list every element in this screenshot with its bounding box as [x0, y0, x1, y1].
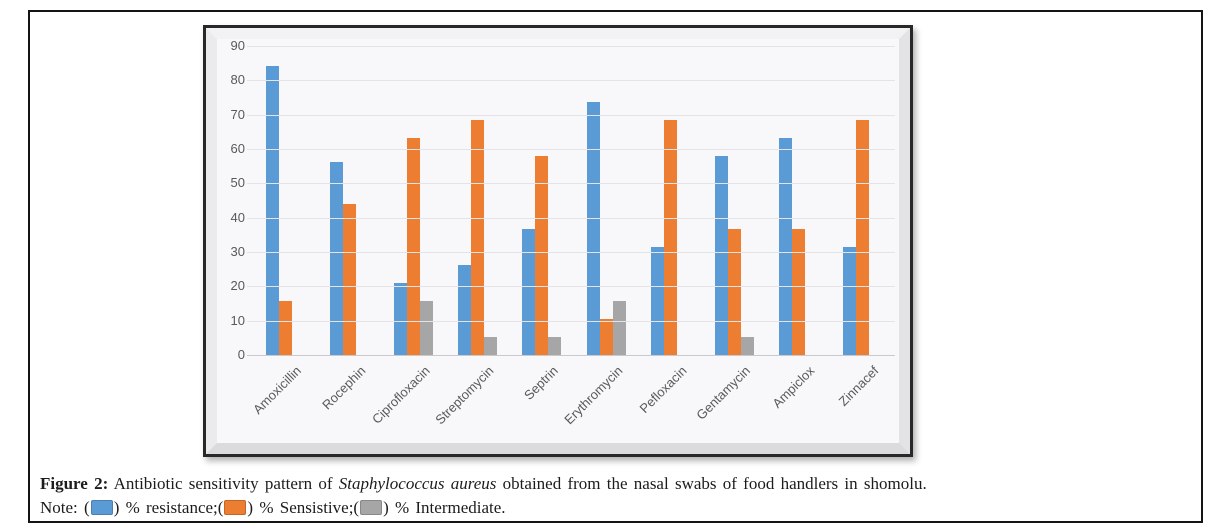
y-tick-label: 90 — [230, 38, 245, 53]
y-tick-label: 50 — [230, 175, 245, 191]
note-text-3: ) % Intermediate. — [383, 498, 506, 517]
bar-septrin-sensistive — [535, 156, 549, 355]
bar-amoxicillin-sensistive — [278, 300, 292, 355]
chart-content: 0 10 20 30 40 50 60 70 80 90 Amoxicillin Rocephin Ci… — [217, 38, 899, 443]
figure-caption-block: Figure 2: Antibiotic sensitivity pattern… — [40, 472, 1195, 519]
y-tick-label: 70 — [230, 106, 245, 122]
caption-text: Antibiotic sensitivity pattern of — [113, 474, 333, 493]
chart-frame-bevel — [206, 28, 910, 454]
organism-name: Staphylococcus aureus — [338, 474, 497, 493]
gridline-80 — [247, 80, 895, 82]
bar-zinnacef-resistance — [843, 246, 857, 355]
caption-text-2: obtained from the nasal swabs of food ha… — [502, 474, 927, 493]
bar-rocephin-sensistive — [342, 204, 356, 355]
bar-erythromycin-intermediate — [612, 300, 626, 355]
y-tick-label: 30 — [230, 244, 245, 259]
bar-septrin-intermediate — [548, 336, 562, 355]
bar-ciprofloxacin-intermediate — [420, 300, 433, 355]
x-axis-label: Streptomycin — [432, 363, 497, 428]
legend-swatch-resistance — [90, 500, 113, 515]
bar-streptomycin-intermediate — [484, 336, 498, 355]
note-text-1: ) % resistance;( — [113, 498, 224, 517]
x-axis-label: Ampiclox — [769, 363, 818, 411]
bar-erythromycin-sensistive — [599, 318, 613, 355]
bar-pefloxacin-sensistive — [663, 120, 677, 355]
bar-gentamycin-sensistive — [728, 228, 741, 355]
bar-pefloxacin-resistance — [650, 246, 664, 355]
figure-note: Note: ( ) % resistance;( ) % Sensistive;()… — [40, 496, 1195, 519]
legend-swatch-intermediate — [360, 500, 383, 515]
y-tick-label: 40 — [230, 209, 245, 225]
gridline-0 — [247, 355, 895, 356]
gridline-20 — [247, 286, 895, 288]
bar-ciprofloxacin-sensistive — [407, 138, 420, 355]
bar-amoxicillin-resistance — [265, 65, 279, 355]
x-axis-label: Gentamycin — [693, 363, 754, 423]
figure-caption: Figure 2: Antibiotic sensitivity pattern… — [40, 472, 1195, 495]
bar-rocephin-resistance — [329, 162, 343, 355]
gridline-30 — [247, 252, 895, 253]
gridline-10 — [247, 320, 895, 322]
bar-ampiclox-resistance — [779, 138, 793, 355]
x-axis-label: Ciprofloxacin — [368, 363, 433, 427]
x-axis-label: Septrin — [521, 363, 561, 403]
gridline-50 — [247, 183, 895, 185]
gridline-60 — [247, 149, 895, 150]
x-axis-label: Pefloxacin — [636, 363, 690, 417]
x-axis-label: Zinnacef — [835, 363, 882, 409]
bar-chart: 0 10 20 30 40 50 60 70 80 90 Amoxicillin Rocephin Ci… — [203, 25, 913, 457]
y-tick-label: 10 — [230, 312, 245, 328]
bar-gentamycin-intermediate — [741, 336, 754, 355]
y-tick-label: 20 — [230, 278, 245, 294]
note-text-0: Note: ( — [40, 498, 90, 517]
gridline-70 — [247, 114, 895, 116]
bar-ampiclox-sensistive — [792, 228, 806, 355]
plot-area — [253, 46, 895, 355]
bar-septrin-resistance — [522, 228, 536, 355]
y-tick-label: 60 — [230, 141, 245, 156]
bar-ciprofloxacin-resistance — [394, 282, 407, 355]
x-axis-label: Amoxicillin — [250, 363, 305, 418]
bar-erythromycin-resistance — [586, 101, 600, 355]
gridline-40 — [247, 217, 895, 219]
x-axis-label: Rocephin — [318, 363, 369, 413]
page-border: 0 10 20 30 40 50 60 70 80 90 Amoxicillin Rocephin Ci… — [28, 10, 1203, 523]
y-tick-label: 80 — [230, 72, 245, 88]
bar-gentamycin-resistance — [715, 156, 728, 355]
legend-swatch-sensitive — [224, 500, 247, 515]
y-tick-label: 0 — [237, 347, 245, 362]
bar-streptomycin-resistance — [458, 264, 472, 355]
bar-zinnacef-sensistive — [856, 120, 870, 355]
note-text-2: ) % Sensistive;( — [247, 498, 360, 517]
gridline-90 — [247, 46, 895, 47]
x-axis-label: Erythromycin — [560, 363, 626, 428]
figure-label: Figure 2: — [40, 474, 109, 493]
bar-streptomycin-sensistive — [471, 120, 485, 355]
